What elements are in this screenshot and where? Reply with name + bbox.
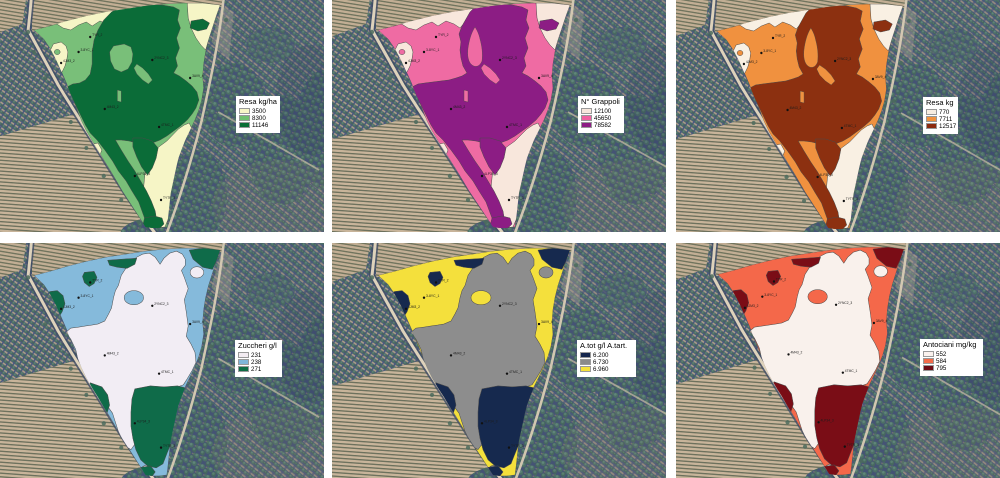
svg-text:4LP34_3: 4LP34_3 bbox=[484, 419, 498, 423]
svg-text:3AV9_4: 3AV9_4 bbox=[541, 320, 553, 324]
svg-text:4JM3_2: 4JM3_2 bbox=[63, 305, 75, 309]
svg-text:2YNC2_3: 2YNC2_3 bbox=[502, 56, 517, 60]
svg-text:4JM3_2: 4JM3_2 bbox=[747, 304, 759, 308]
svg-text:4JM3_2: 4JM3_2 bbox=[63, 59, 75, 63]
svg-text:3AV9_4: 3AV9_4 bbox=[192, 74, 204, 78]
svg-text:TYTR_3: TYTR_3 bbox=[163, 444, 175, 448]
svg-text:2YNC2_3: 2YNC2_3 bbox=[154, 56, 168, 60]
svg-text:4TMC_1: 4TMC_1 bbox=[509, 370, 522, 374]
svg-text:TYR_2: TYR_2 bbox=[776, 278, 786, 282]
svg-text:TYTR_3: TYTR_3 bbox=[846, 197, 858, 201]
svg-text:4TMC_1: 4TMC_1 bbox=[844, 124, 857, 128]
svg-text:TYR_2: TYR_2 bbox=[92, 33, 102, 37]
svg-text:TYTR_3: TYTR_3 bbox=[511, 444, 524, 448]
svg-text:2YNC2_3: 2YNC2_3 bbox=[838, 301, 852, 305]
svg-text:4LP34_3: 4LP34_3 bbox=[484, 172, 498, 176]
svg-text:4LP34_3: 4LP34_3 bbox=[137, 172, 150, 176]
svg-text:4LP34_3: 4LP34_3 bbox=[821, 418, 834, 422]
svg-text:4M43_2: 4M43_2 bbox=[453, 352, 465, 356]
svg-text:3AV9_4: 3AV9_4 bbox=[541, 74, 553, 78]
svg-text:4LP34_3: 4LP34_3 bbox=[137, 419, 150, 423]
svg-text:4TMC_1: 4TMC_1 bbox=[509, 123, 522, 127]
svg-text:3-8YC_1: 3-8YC_1 bbox=[764, 293, 777, 297]
svg-text:TYTR_3: TYTR_3 bbox=[847, 443, 859, 447]
svg-text:3-8YC_1: 3-8YC_1 bbox=[763, 49, 776, 53]
svg-text:3AV9_4: 3AV9_4 bbox=[192, 320, 204, 324]
svg-text:TYTR_3: TYTR_3 bbox=[163, 196, 175, 200]
svg-text:4M43_2: 4M43_2 bbox=[790, 351, 802, 355]
svg-text:4LP34_3: 4LP34_3 bbox=[820, 173, 833, 177]
svg-text:2YNC2_3: 2YNC2_3 bbox=[154, 302, 168, 306]
svg-text:4JM3_2: 4JM3_2 bbox=[746, 60, 758, 64]
svg-text:3-8YC_1: 3-8YC_1 bbox=[81, 48, 94, 52]
svg-text:3-8YC_1: 3-8YC_1 bbox=[426, 294, 439, 298]
svg-text:4JM3_2: 4JM3_2 bbox=[408, 59, 420, 63]
svg-text:4TMC_1: 4TMC_1 bbox=[161, 370, 174, 374]
svg-text:4M43_2: 4M43_2 bbox=[453, 105, 465, 109]
svg-text:4JM3_2: 4JM3_2 bbox=[408, 305, 420, 309]
svg-text:4M43_2: 4M43_2 bbox=[789, 106, 801, 110]
svg-text:TYR_2: TYR_2 bbox=[92, 279, 102, 283]
svg-text:3AV9_4: 3AV9_4 bbox=[875, 75, 887, 79]
svg-text:TYTR_3: TYTR_3 bbox=[511, 196, 524, 200]
svg-text:3AV9_4: 3AV9_4 bbox=[876, 319, 888, 323]
svg-text:4M43_2: 4M43_2 bbox=[107, 352, 119, 356]
svg-text:4TMC_1: 4TMC_1 bbox=[161, 123, 174, 127]
svg-text:TYR_2: TYR_2 bbox=[438, 279, 449, 283]
svg-text:4TMC_1: 4TMC_1 bbox=[845, 369, 858, 373]
svg-text:TYR_2: TYR_2 bbox=[438, 33, 449, 37]
svg-text:4M43_2: 4M43_2 bbox=[107, 105, 119, 109]
svg-text:3-8YC_1: 3-8YC_1 bbox=[81, 294, 94, 298]
svg-text:TYR_2: TYR_2 bbox=[775, 34, 785, 38]
svg-text:2YNC2_3: 2YNC2_3 bbox=[502, 302, 517, 306]
svg-text:3-8YC_1: 3-8YC_1 bbox=[426, 48, 439, 52]
svg-text:2YNC2_3: 2YNC2_3 bbox=[837, 57, 851, 61]
